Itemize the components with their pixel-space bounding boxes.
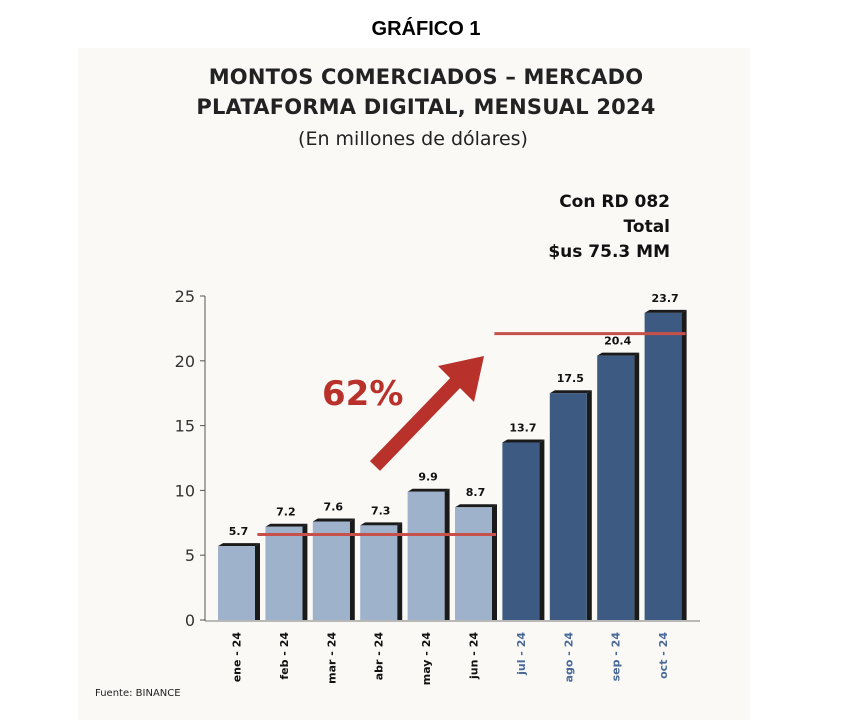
y-tick-label: 5 [185,546,195,565]
bar-group: 23.7 [644,292,687,620]
bar-top [455,504,497,508]
bar-group: 17.5 [549,372,592,620]
bar-top [644,309,687,313]
chart-subtitle: (En millones de dólares) [298,128,528,150]
x-tick-label: oct - 24 [657,632,670,679]
chart-title: MONTOS COMERCIADOS – MERCADO PLATAFORMA … [0,62,852,122]
bar [312,521,350,620]
total-annotation-line-2: Total [623,217,670,237]
bar-side [349,518,355,620]
chart-title-line-2: PLATAFORMA DIGITAL, MENSUAL 2024 [196,95,656,119]
bar [407,491,445,620]
bar-side [302,523,308,620]
chart-title-line-1: MONTOS COMERCIADOS – MERCADO [208,65,644,89]
data-label: 8.7 [466,486,486,499]
arrow-shaft [369,373,466,471]
data-label: 7.6 [324,501,344,514]
y-tick-label: 10 [175,481,195,500]
bar-group: 7.2 [265,506,308,620]
bar-group: 7.3 [360,504,403,620]
x-tick-label: may - 24 [420,632,433,686]
data-label: 20.4 [604,335,631,348]
bar-side [255,543,260,620]
x-tick-label: sep - 24 [610,632,623,682]
average-lines [257,332,686,536]
bar-side [539,439,545,620]
bar-top [360,522,403,526]
bar-side [492,504,497,620]
bar-side [444,488,450,620]
bar-side [586,390,592,620]
bar [549,393,587,620]
bar-group: 13.7 [502,421,545,620]
bar-group: 20.4 [597,335,640,620]
y-tick-label: 15 [175,417,195,436]
bar [360,525,398,620]
x-tick-label: ago - 24 [562,632,575,683]
growth-percentage-label: 62% [322,374,403,414]
bar-top [312,518,355,522]
bar-group: 7.6 [312,501,355,620]
bar-top [502,439,545,443]
x-tick-label: abr - 24 [373,632,386,681]
bar-top [407,488,450,492]
bar-top [265,523,308,527]
x-tick-label: jun - 24 [468,632,481,680]
bar-side [634,352,640,620]
x-tick-label: mar - 24 [325,632,338,684]
bar [455,507,492,620]
data-label: 5.7 [229,525,249,538]
y-tick-label: 20 [175,352,195,371]
total-annotation-line-3: $us 75.3 MM [548,242,670,262]
x-tick-label: feb - 24 [278,632,291,680]
bar [644,312,682,620]
total-annotation-line-1: Con RD 082 [559,192,670,212]
y-axis: 0 5 10 15 20 25 [175,287,700,630]
bar-side [681,309,687,620]
chart-header-title: GRÁFICO 1 [371,18,481,40]
bar [218,546,255,620]
bar-group: 9.9 [407,471,450,620]
total-annotation: Con RD 082 Total $us 75.3 MM [548,190,670,265]
bar-top [218,543,260,547]
growth-arrow: 62% [322,356,484,471]
bar-group: 8.7 [455,486,497,620]
source-note: Fuente: BINANCE [95,688,181,699]
x-tick-label: jul - 24 [515,632,528,676]
bar-top [597,352,640,356]
arrow-head [438,356,484,402]
bar [502,442,540,620]
data-label: 13.7 [509,421,536,434]
x-axis-labels: ene - 24 feb - 24 mar - 24 abr - 24 may - 24… [231,632,671,686]
bar-side [397,522,403,620]
data-label: 7.3 [371,504,391,517]
bar-top [549,390,592,394]
bar [597,355,635,620]
bars: 5.7 7.2 7.6 7.3 9.9 8.7 13.7 17.5 20.4 23.7 [218,292,687,620]
bar [265,526,303,620]
y-tick-label: 25 [175,287,195,306]
y-tick-label: 0 [185,611,195,630]
data-label: 17.5 [557,372,584,385]
data-label: 23.7 [652,292,679,305]
x-tick-label: ene - 24 [231,632,244,683]
data-label: 7.2 [276,506,296,519]
data-label: 9.9 [418,471,438,484]
bar-group: 5.7 [218,525,260,620]
